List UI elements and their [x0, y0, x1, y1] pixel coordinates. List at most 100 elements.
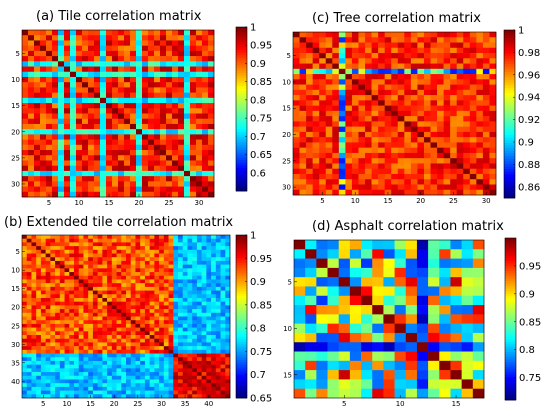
heatmap-cell — [59, 279, 65, 284]
colorbar-band — [236, 275, 247, 279]
heatmap-cell — [58, 61, 65, 67]
heatmap-cell — [338, 47, 346, 54]
heatmap-cell — [88, 118, 95, 125]
heatmap-cell — [201, 368, 207, 373]
heatmap-cell — [55, 331, 61, 336]
heatmap-cell — [76, 108, 83, 114]
heatmap-cell — [106, 82, 113, 88]
colorbar-band — [504, 127, 515, 131]
heatmap-cell — [70, 76, 77, 83]
heatmap-cell — [126, 260, 132, 265]
heatmap-cell — [190, 113, 197, 120]
heatmap-cell — [404, 158, 412, 164]
colorbar-band — [505, 389, 516, 393]
heatmap-cell — [126, 372, 132, 377]
heatmap-cell — [469, 142, 477, 148]
colorbar-band — [236, 150, 247, 153]
heatmap-cell — [208, 150, 215, 156]
heatmap-cell — [92, 249, 98, 254]
heatmap-cell — [52, 103, 59, 109]
heatmap-cell — [190, 144, 197, 151]
heatmap-cell — [136, 176, 143, 182]
heatmap-cell — [52, 118, 59, 125]
colorbar-band — [236, 75, 247, 79]
heatmap-cell — [293, 42, 300, 49]
heatmap-cell — [142, 191, 149, 198]
heatmap-cell — [443, 37, 451, 43]
heatmap-cell — [40, 346, 46, 351]
heatmap-cell — [489, 79, 497, 85]
heatmap-cell — [92, 342, 98, 347]
y-tick-label: 15 — [283, 371, 292, 379]
colorbar-band — [504, 51, 515, 55]
heatmap-cell — [142, 66, 149, 73]
heatmap-cell — [168, 390, 174, 395]
heatmap-cell — [206, 286, 212, 291]
heatmap-cell — [59, 309, 65, 314]
heatmap-cell — [92, 257, 98, 262]
heatmap-cell — [88, 150, 95, 156]
heatmap-cell — [410, 142, 418, 148]
heatmap-cell — [417, 37, 425, 43]
heatmap-cell — [97, 305, 103, 310]
heatmap-cell — [58, 123, 65, 130]
heatmap-cell — [456, 37, 464, 43]
heatmap-cell — [64, 123, 71, 130]
heatmap-cell — [338, 258, 351, 269]
heatmap-cell — [130, 108, 137, 114]
heatmap-cell — [126, 283, 132, 288]
heatmap-cell — [463, 142, 471, 148]
heatmap-cell — [332, 74, 340, 80]
heatmap-cell — [130, 283, 136, 288]
heatmap-cell — [64, 305, 70, 310]
heatmap-cell — [97, 272, 103, 277]
heatmap-cell — [83, 338, 89, 343]
heatmap-cell — [116, 286, 122, 291]
heatmap-cell — [116, 294, 122, 299]
heatmap-cell — [450, 32, 458, 38]
heatmap-cell — [215, 301, 221, 306]
heatmap-cell — [45, 379, 51, 384]
heatmap-cell — [184, 87, 191, 93]
heatmap-cell — [450, 240, 462, 250]
heatmap-cell — [142, 160, 149, 166]
heatmap-cell — [69, 235, 75, 239]
heatmap-cell — [59, 338, 65, 343]
heatmap-cell — [384, 121, 392, 127]
heatmap-cell — [154, 40, 161, 46]
heatmap-cell — [64, 87, 71, 93]
heatmap-cell — [182, 331, 188, 336]
heatmap-cell — [102, 375, 108, 380]
heatmap-cell — [31, 260, 37, 265]
heatmap-cell — [211, 327, 217, 332]
colorbar-band — [236, 250, 247, 254]
heatmap-cell — [55, 253, 61, 258]
heatmap-cell — [52, 50, 59, 57]
heatmap-cell — [358, 158, 366, 164]
heatmap-cell — [163, 242, 169, 247]
heatmap-cell — [187, 390, 193, 395]
heatmap-cell — [116, 372, 122, 377]
heatmap-cell — [220, 257, 226, 262]
heatmap-cell — [410, 32, 418, 38]
heatmap-cell — [168, 275, 174, 280]
heatmap-cell — [166, 155, 173, 161]
heatmap-cell — [88, 286, 94, 291]
heatmap-cell — [78, 368, 84, 373]
heatmap-cell — [52, 186, 59, 193]
heatmap-cell — [443, 89, 451, 96]
heatmap-cell — [116, 353, 122, 358]
heatmap-cell — [201, 338, 207, 343]
colorbar-band — [505, 339, 516, 343]
heatmap-cell — [404, 89, 412, 96]
heatmap-cell — [325, 173, 333, 180]
heatmap-cell — [130, 123, 137, 130]
heatmap-cell — [196, 342, 202, 347]
heatmap-cell — [163, 368, 169, 373]
heatmap-cell — [211, 242, 217, 247]
heatmap-cell — [106, 35, 113, 41]
heatmap-cell — [58, 97, 65, 104]
heatmap-cell — [36, 260, 42, 265]
heatmap-cell — [118, 35, 125, 41]
